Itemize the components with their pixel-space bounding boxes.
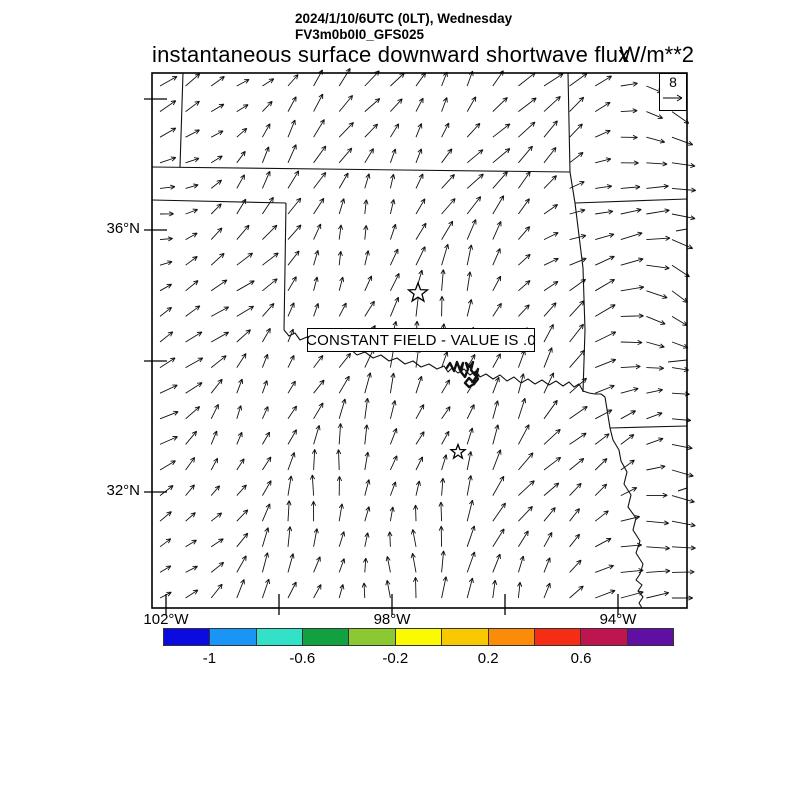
river-meander-blob — [445, 360, 480, 389]
wind-vector-field — [159, 68, 697, 601]
colorbar-tick-label: -0.2 — [382, 650, 409, 667]
colorbar-segment — [488, 629, 535, 645]
lon-tick-label: 102°W — [143, 611, 189, 628]
colorbar-segment — [627, 629, 673, 645]
colorbar-tick-label: -1 — [202, 650, 217, 667]
colorbar-segment — [256, 629, 304, 645]
colorbar-tick-label: -0.6 — [289, 650, 316, 667]
colorbar-segment — [534, 629, 582, 645]
colorbar-tick-label: 0.2 — [477, 650, 499, 667]
colorbar-segment — [164, 629, 211, 645]
plot-frame — [151, 72, 688, 609]
colorbar-segment — [395, 629, 443, 645]
star-marker — [406, 281, 430, 303]
constant-field-label: CONSTANT FIELD - VALUE IS .0 — [306, 331, 536, 349]
colorbar-segment — [303, 629, 350, 645]
vector-key-value: 8 — [669, 74, 677, 90]
colorbar-segment — [349, 629, 396, 645]
constant-field-box: CONSTANT FIELD - VALUE IS .0 — [306, 328, 536, 352]
star-marker — [449, 442, 467, 460]
plot-title: instantaneous surface downward shortwave… — [152, 42, 630, 67]
vector-key-box: 8 — [659, 73, 687, 111]
header-model-id: FV3m0b0I0_GFS025 — [295, 27, 425, 42]
header-datetime: 2024/1/10/6UTC (0LT), Wednesday — [295, 11, 513, 26]
lat-tick-label: 36°N — [106, 220, 140, 237]
colorbar-segment — [210, 629, 257, 645]
lon-tick-label: 94°W — [599, 611, 637, 628]
axis-ticks — [144, 98, 619, 615]
colorbar-segment — [581, 629, 628, 645]
colorbar-segment — [442, 629, 489, 645]
colorbar — [163, 628, 674, 646]
colorbar-tick-label: 0.6 — [570, 650, 592, 667]
plot-units-label: W/m**2 — [619, 42, 694, 67]
lat-tick-label: 32°N — [106, 482, 140, 499]
lon-tick-label: 98°W — [373, 611, 411, 628]
reference-arrow-icon — [663, 94, 683, 102]
